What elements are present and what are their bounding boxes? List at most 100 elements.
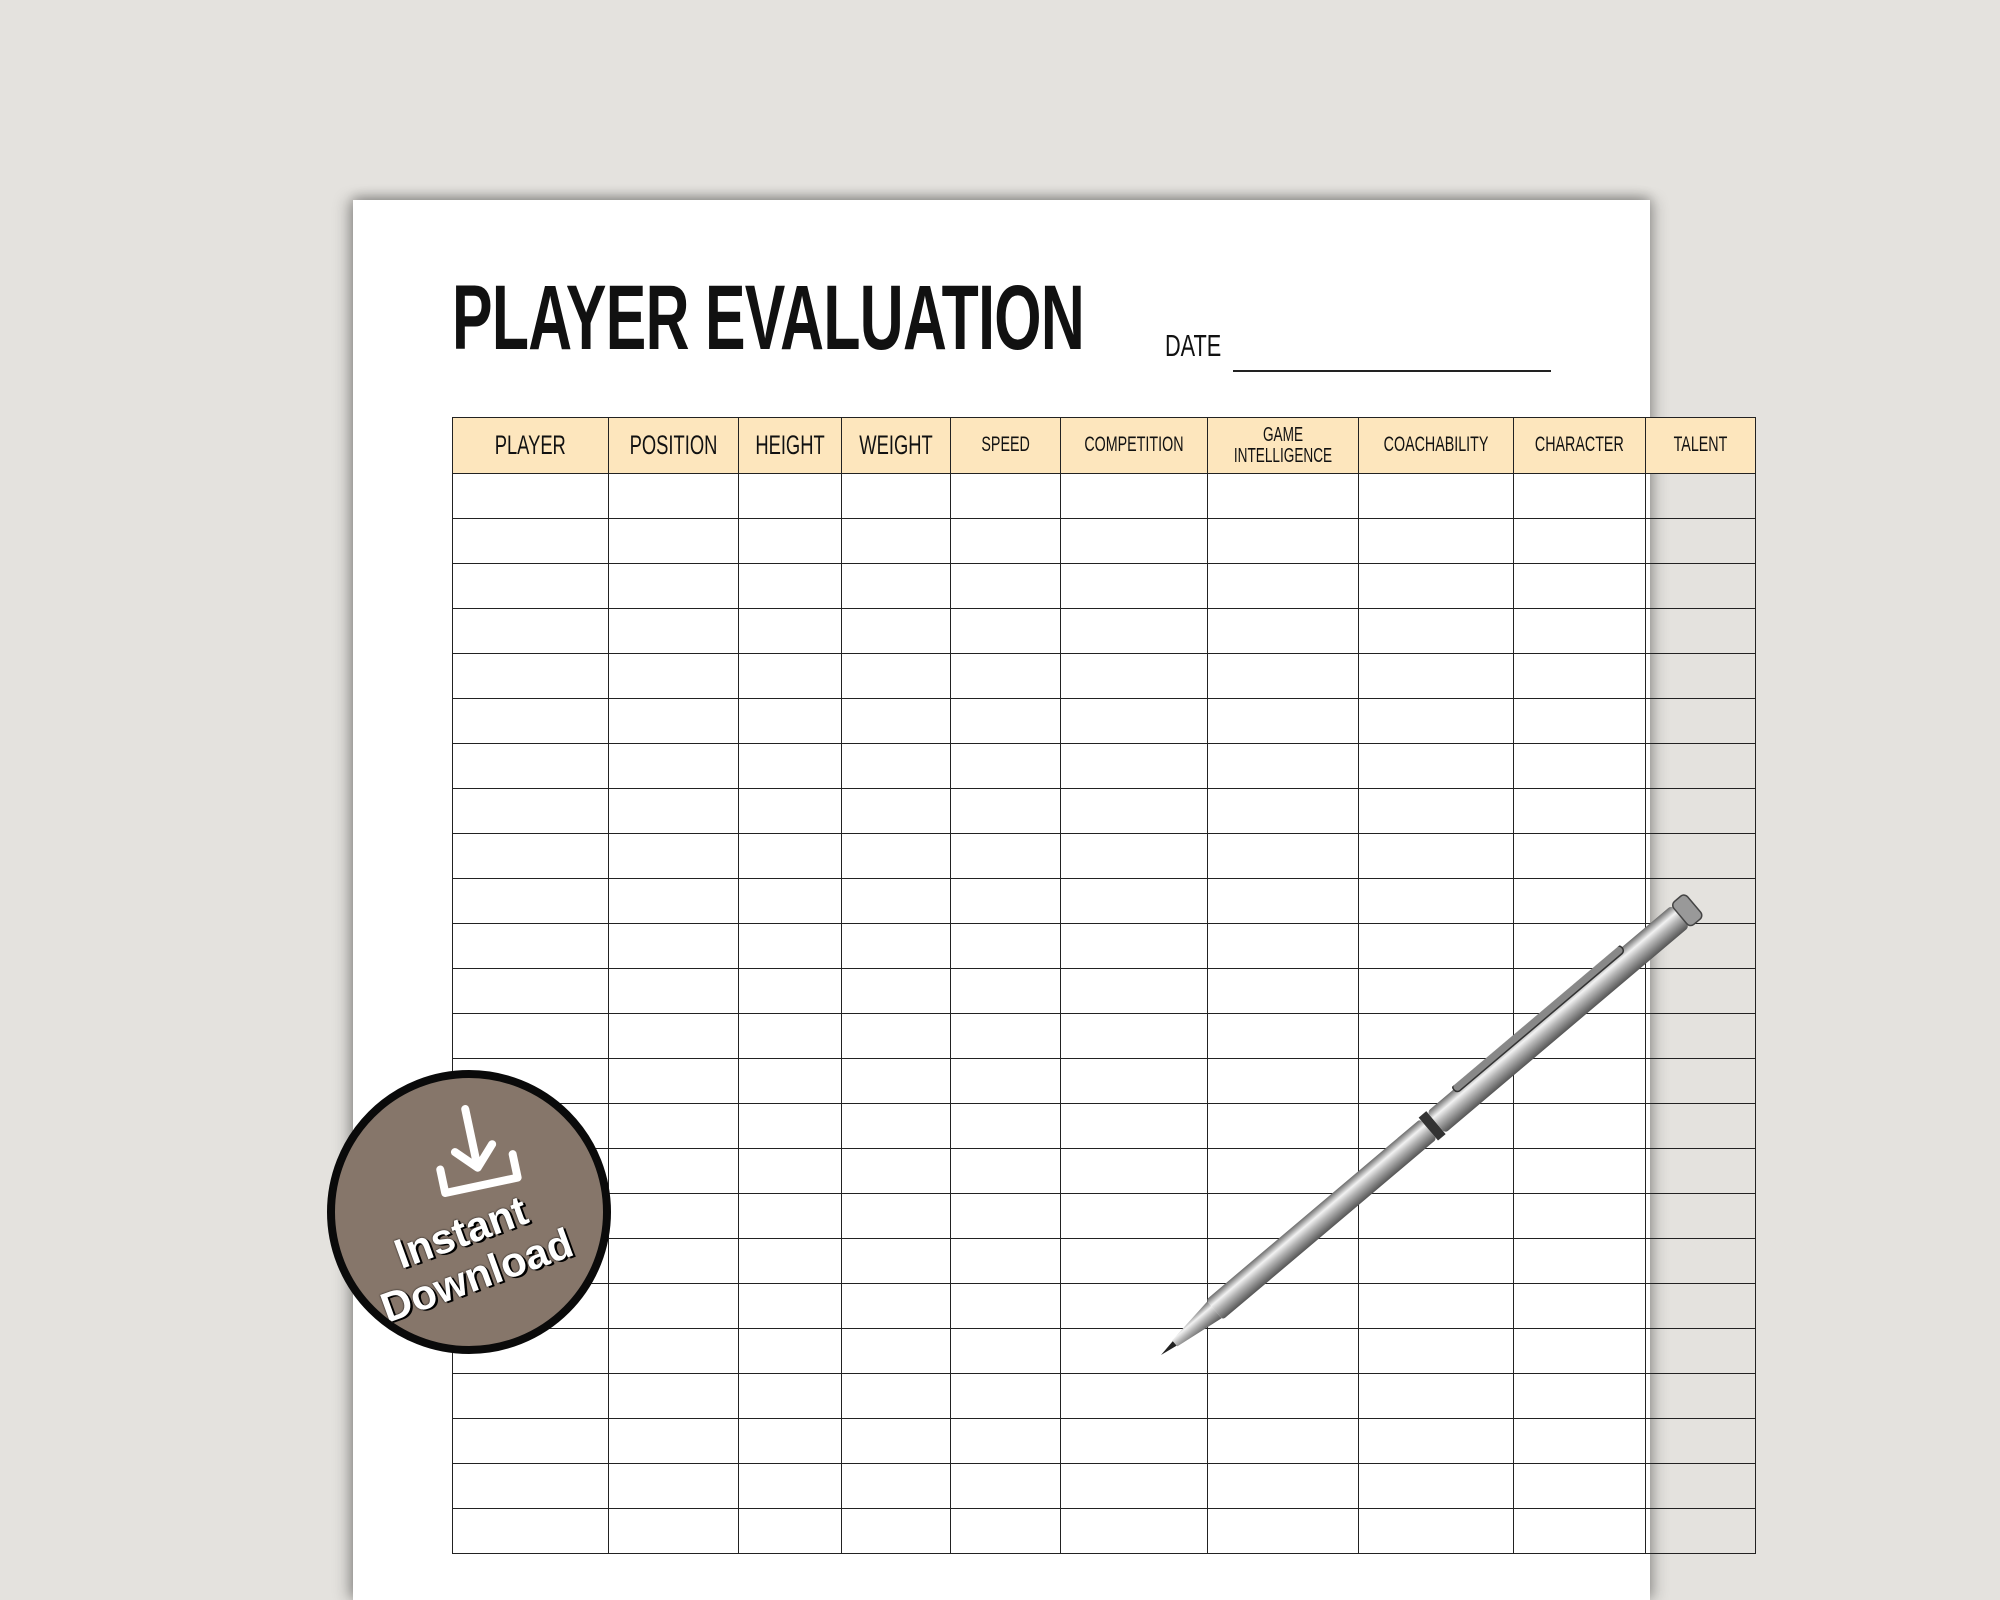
table-cell[interactable]: [607, 1103, 740, 1149]
table-cell[interactable]: [1060, 518, 1208, 564]
table-cell[interactable]: [1357, 968, 1514, 1014]
table-cell[interactable]: [841, 473, 952, 519]
table-cell[interactable]: [738, 1328, 843, 1374]
table-cell[interactable]: [1644, 698, 1756, 744]
table-cell[interactable]: [738, 1013, 843, 1059]
table-cell[interactable]: [607, 518, 740, 564]
table-cell[interactable]: [1357, 653, 1514, 699]
table-cell[interactable]: [607, 1373, 740, 1419]
table-cell[interactable]: [1644, 563, 1756, 609]
table-cell[interactable]: [1060, 1283, 1208, 1329]
table-cell[interactable]: [1206, 878, 1359, 924]
table-cell[interactable]: [1644, 518, 1756, 564]
table-cell[interactable]: [1060, 1058, 1208, 1104]
table-cell[interactable]: [841, 563, 952, 609]
table-cell[interactable]: [1206, 653, 1359, 699]
table-cell[interactable]: [1512, 1508, 1646, 1554]
table-cell[interactable]: [607, 1148, 740, 1194]
table-cell[interactable]: [607, 1058, 740, 1104]
table-cell[interactable]: [950, 968, 1062, 1014]
table-cell[interactable]: [1357, 1373, 1514, 1419]
table-cell[interactable]: [1060, 968, 1208, 1014]
table-cell[interactable]: [1060, 1103, 1208, 1149]
table-cell[interactable]: [1357, 878, 1514, 924]
table-cell[interactable]: [1512, 1238, 1646, 1284]
table-cell[interactable]: [738, 923, 843, 969]
table-cell[interactable]: [607, 743, 740, 789]
table-cell[interactable]: [841, 1148, 952, 1194]
table-cell[interactable]: [950, 1058, 1062, 1104]
table-cell[interactable]: [1644, 653, 1756, 699]
table-cell[interactable]: [841, 923, 952, 969]
table-cell[interactable]: [1206, 1373, 1359, 1419]
table-cell[interactable]: [1060, 1508, 1208, 1554]
table-cell[interactable]: [1357, 1238, 1514, 1284]
table-cell[interactable]: [738, 878, 843, 924]
table-cell[interactable]: [738, 1418, 843, 1464]
table-cell[interactable]: [1644, 1283, 1756, 1329]
table-cell[interactable]: [1644, 1193, 1756, 1239]
table-cell[interactable]: [1060, 473, 1208, 519]
table-cell[interactable]: [841, 1193, 952, 1239]
table-cell[interactable]: [607, 653, 740, 699]
table-cell[interactable]: [1357, 923, 1514, 969]
table-cell[interactable]: [607, 608, 740, 654]
table-cell[interactable]: [1206, 1418, 1359, 1464]
table-cell[interactable]: [738, 1508, 843, 1554]
table-cell[interactable]: [1206, 1508, 1359, 1554]
table-cell[interactable]: [950, 743, 1062, 789]
table-cell[interactable]: [1357, 1193, 1514, 1239]
table-cell[interactable]: [1206, 923, 1359, 969]
table-cell[interactable]: [738, 608, 843, 654]
table-cell[interactable]: [607, 878, 740, 924]
table-cell[interactable]: [841, 1373, 952, 1419]
table-cell[interactable]: [452, 923, 609, 969]
table-cell[interactable]: [1357, 563, 1514, 609]
table-cell[interactable]: [452, 1373, 609, 1419]
table-cell[interactable]: [738, 698, 843, 744]
table-cell[interactable]: [950, 1148, 1062, 1194]
table-cell[interactable]: [1512, 608, 1646, 654]
table-cell[interactable]: [1357, 788, 1514, 834]
table-cell[interactable]: [452, 1418, 609, 1464]
table-cell[interactable]: [1060, 1238, 1208, 1284]
table-cell[interactable]: [841, 608, 952, 654]
table-cell[interactable]: [841, 788, 952, 834]
table-cell[interactable]: [738, 1058, 843, 1104]
table-cell[interactable]: [950, 1328, 1062, 1374]
table-cell[interactable]: [950, 563, 1062, 609]
table-cell[interactable]: [1644, 473, 1756, 519]
table-cell[interactable]: [1644, 743, 1756, 789]
table-cell[interactable]: [1357, 833, 1514, 879]
table-cell[interactable]: [1206, 698, 1359, 744]
table-cell[interactable]: [950, 923, 1062, 969]
table-cell[interactable]: [1512, 1058, 1646, 1104]
table-cell[interactable]: [1512, 1373, 1646, 1419]
table-cell[interactable]: [841, 1283, 952, 1329]
table-cell[interactable]: [1060, 1013, 1208, 1059]
table-cell[interactable]: [738, 653, 843, 699]
table-cell[interactable]: [452, 698, 609, 744]
table-cell[interactable]: [1060, 653, 1208, 699]
table-cell[interactable]: [1060, 608, 1208, 654]
table-cell[interactable]: [841, 1058, 952, 1104]
table-cell[interactable]: [452, 1508, 609, 1554]
table-cell[interactable]: [1206, 1463, 1359, 1509]
table-cell[interactable]: [841, 743, 952, 789]
table-cell[interactable]: [1357, 1328, 1514, 1374]
table-cell[interactable]: [738, 1193, 843, 1239]
table-cell[interactable]: [452, 518, 609, 564]
table-cell[interactable]: [1206, 1148, 1359, 1194]
table-cell[interactable]: [1644, 1148, 1756, 1194]
table-cell[interactable]: [452, 608, 609, 654]
table-cell[interactable]: [841, 833, 952, 879]
table-cell[interactable]: [950, 473, 1062, 519]
table-cell[interactable]: [950, 1013, 1062, 1059]
table-cell[interactable]: [738, 833, 843, 879]
table-cell[interactable]: [607, 1463, 740, 1509]
table-cell[interactable]: [738, 1373, 843, 1419]
table-cell[interactable]: [1512, 1283, 1646, 1329]
table-cell[interactable]: [950, 788, 1062, 834]
table-cell[interactable]: [1357, 1013, 1514, 1059]
table-cell[interactable]: [607, 833, 740, 879]
